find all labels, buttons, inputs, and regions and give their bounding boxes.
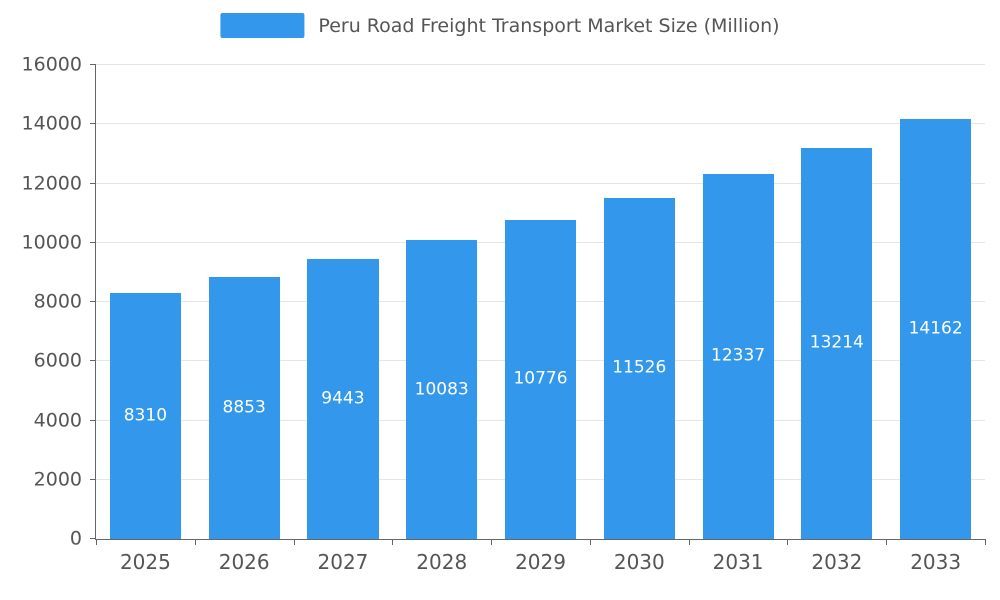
y-tick-mark [90, 419, 96, 421]
bar-value-label: 9443 [321, 388, 365, 409]
bar-value-label: 13214 [809, 332, 864, 353]
gridline [96, 123, 985, 125]
x-tick-mark [96, 539, 97, 545]
bar-slot: 10776 [491, 65, 590, 539]
y-tick-label: 0 [69, 527, 82, 550]
bar-slot: 11526 [590, 65, 689, 539]
bars: 8310 8853 9443 10083 10776 11526 12337 13214 141… [96, 65, 985, 539]
bar-value-label: 12337 [711, 345, 766, 366]
y-tick-mark [90, 478, 96, 480]
x-tick-label: 2030 [613, 550, 665, 574]
x-tick-label: 2031 [712, 550, 764, 574]
bar-value-label: 10776 [513, 368, 568, 389]
y-axis-labels: 0 2000 4000 6000 8000 10000 12000 14000 16000 [22, 55, 985, 548]
bar-2027[interactable]: 9443 [307, 259, 379, 539]
bar-slot: 12337 [689, 65, 788, 539]
x-axis-labels: 2025 2026 2027 2028 2029 2030 2031 2032 2033 [96, 552, 985, 572]
x-tick-mark [392, 539, 394, 545]
bar-2029[interactable]: 10776 [504, 219, 577, 539]
x-tick-label: 2032 [811, 550, 863, 574]
legend-swatch-icon [220, 13, 305, 38]
bar-slot: 8310 [96, 65, 195, 539]
x-tick-label: 2028 [416, 550, 468, 574]
bar-slot: 9443 [294, 65, 393, 539]
bar-value-label: 14162 [908, 318, 963, 339]
y-tick-label: 6000 [33, 349, 82, 372]
x-tick-mark [589, 539, 591, 545]
x-tick-mark [194, 539, 196, 545]
bar-2025[interactable]: 8310 [109, 292, 181, 539]
x-tick-mark [985, 539, 986, 545]
y-tick-mark [90, 241, 96, 243]
x-tick-label: 2025 [119, 550, 171, 574]
gridline [96, 64, 985, 65]
y-tick-label: 12000 [21, 172, 82, 194]
x-tick-mark [491, 539, 493, 545]
bar-2031[interactable]: 12337 [702, 173, 774, 539]
y-tick-mark [90, 301, 96, 302]
gridline [96, 182, 985, 184]
bar-value-label: 11526 [612, 357, 667, 378]
bar-slot: 14162 [886, 65, 985, 539]
y-tick-label: 4000 [33, 409, 82, 431]
y-tick-label: 14000 [21, 112, 82, 135]
x-tick-mark [886, 539, 888, 545]
y-tick-mark [90, 360, 96, 362]
y-tick-mark [90, 538, 96, 539]
y-tick-mark [90, 182, 96, 184]
x-tick-label: 2029 [515, 550, 566, 574]
y-axis-ticks [90, 64, 985, 539]
bar-value-label: 10083 [414, 379, 469, 400]
y-tick-mark [90, 64, 96, 65]
y-tick-mark [90, 123, 96, 125]
y-tick-label: 8000 [33, 290, 82, 313]
x-tick-label: 2033 [910, 550, 962, 574]
bar-slot: 10083 [392, 65, 491, 539]
chart-title: Peru Road Freight Transport Market Size … [318, 14, 780, 37]
chart-legend[interactable]: Peru Road Freight Transport Market Size … [220, 13, 780, 38]
x-tick-label: 2026 [218, 550, 270, 574]
x-axis-ticks [96, 65, 986, 545]
bar-slot: 13214 [787, 65, 886, 539]
bar-slot: 8853 [195, 65, 294, 539]
plot-area: 0 2000 4000 6000 8000 10000 12000 14000 16000 83… [22, 55, 986, 572]
bar-2033[interactable]: 14162 [900, 119, 972, 539]
y-tick-label: 10000 [21, 231, 82, 254]
y-tick-label: 16000 [21, 53, 82, 76]
bar-2032[interactable]: 13214 [801, 147, 873, 539]
bar-value-label: 8853 [222, 397, 266, 418]
bar-2028[interactable]: 10083 [406, 240, 478, 539]
x-tick-mark [293, 539, 295, 545]
x-tick-mark [688, 539, 690, 545]
x-tick-label: 2027 [317, 550, 369, 574]
bar-2026[interactable]: 8853 [208, 276, 280, 539]
y-tick-label: 2000 [33, 468, 82, 491]
bar-value-label: 8310 [123, 405, 168, 426]
bar-2030[interactable]: 11526 [603, 197, 675, 539]
x-tick-mark [787, 539, 789, 545]
